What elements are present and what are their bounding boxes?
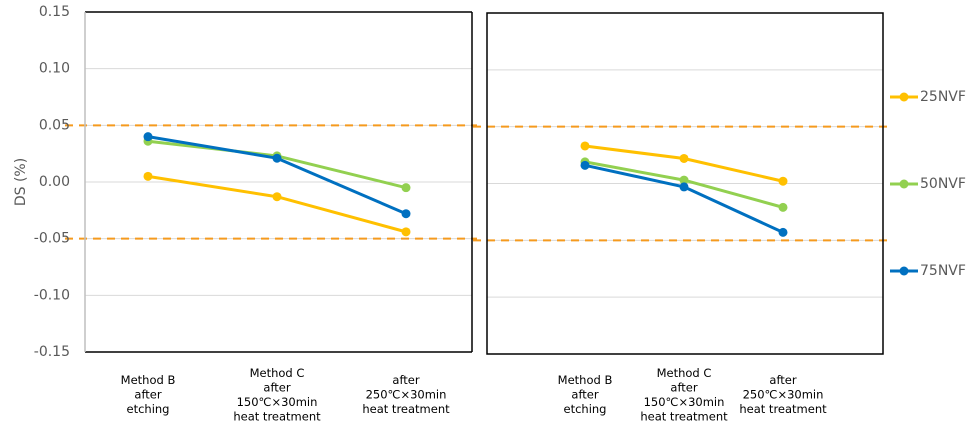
y-tick-label: -0.05 (34, 231, 70, 247)
data-point-50NVF (679, 175, 689, 185)
category-label: after 250℃×30min heat treatment (362, 373, 450, 416)
category-label-line: heat treatment (739, 402, 827, 416)
data-point-25NVF (401, 227, 411, 237)
category-label-line: Method B (121, 373, 176, 387)
data-point-75NVF (143, 132, 153, 142)
y-tick-label: 0.00 (39, 174, 70, 190)
category-label-line: 250℃×30min (366, 388, 447, 402)
category-label-line: Method C (250, 366, 305, 380)
data-point-25NVF (778, 176, 788, 186)
data-point-25NVF (580, 141, 590, 151)
reference-lines (65, 124, 888, 242)
data-point-75NVF (272, 153, 282, 163)
y-tick-label: -0.15 (34, 344, 70, 360)
legend-marker-75NVF (899, 266, 909, 276)
legend-marker-25NVF (899, 92, 909, 102)
series-line-50NVF (147, 139, 407, 190)
category-label-line: after (263, 381, 290, 395)
category-label-line: after (571, 388, 598, 402)
category-label-line: 150℃×30min (237, 395, 318, 409)
legend-marker-50NVF (899, 179, 909, 189)
category-label-line: 150℃×30min (644, 395, 725, 409)
category-label-line: heat treatment (233, 410, 321, 424)
category-label-line: Method C (657, 366, 712, 380)
legend-label-25NVF: 25NVF (920, 89, 966, 105)
y-axis-label: DS (%) (13, 158, 29, 206)
series-line-25NVF (147, 174, 407, 234)
y-axis-ticks: 0.15 0.10 0.05 0.00 -0.05 -0.10 -0.15 (34, 4, 70, 360)
data-point-75NVF (679, 182, 689, 192)
legend: 25NVF 50NVF 75NVF (890, 89, 966, 279)
data-point-75NVF (580, 160, 590, 170)
data-point-50NVF (778, 202, 788, 212)
legend-label-75NVF: 75NVF (920, 263, 966, 279)
category-label-line: after (134, 388, 161, 402)
y-tick-label: -0.10 (34, 287, 70, 303)
series-line-75NVF (147, 135, 407, 216)
y-tick-label: 0.10 (39, 61, 70, 77)
category-label-line: heat treatment (640, 410, 728, 424)
panel-border (486, 12, 884, 355)
category-label-line: etching (127, 402, 170, 416)
category-label-line: after (769, 373, 796, 387)
category-label-line: after (392, 373, 419, 387)
data-point-25NVF (143, 171, 153, 181)
category-label: after 250℃×30min heat treatment (739, 373, 827, 416)
category-label-line: 250℃×30min (743, 388, 824, 402)
y-tick-label: 0.15 (39, 4, 70, 20)
series-layer (143, 132, 788, 237)
category-label-line: after (670, 381, 697, 395)
y-tick-label: 0.05 (39, 117, 70, 133)
data-point-50NVF (401, 183, 411, 193)
data-point-75NVF (778, 227, 788, 237)
data-point-75NVF (401, 209, 411, 219)
category-label-line: heat treatment (362, 402, 450, 416)
gridlines (85, 68, 883, 298)
legend-label-50NVF: 50NVF (920, 176, 966, 192)
category-label-line: etching (564, 402, 607, 416)
panel-frames (84, 11, 884, 355)
data-point-25NVF (272, 192, 282, 202)
data-point-25NVF (679, 153, 689, 163)
category-label-line: Method B (558, 373, 613, 387)
